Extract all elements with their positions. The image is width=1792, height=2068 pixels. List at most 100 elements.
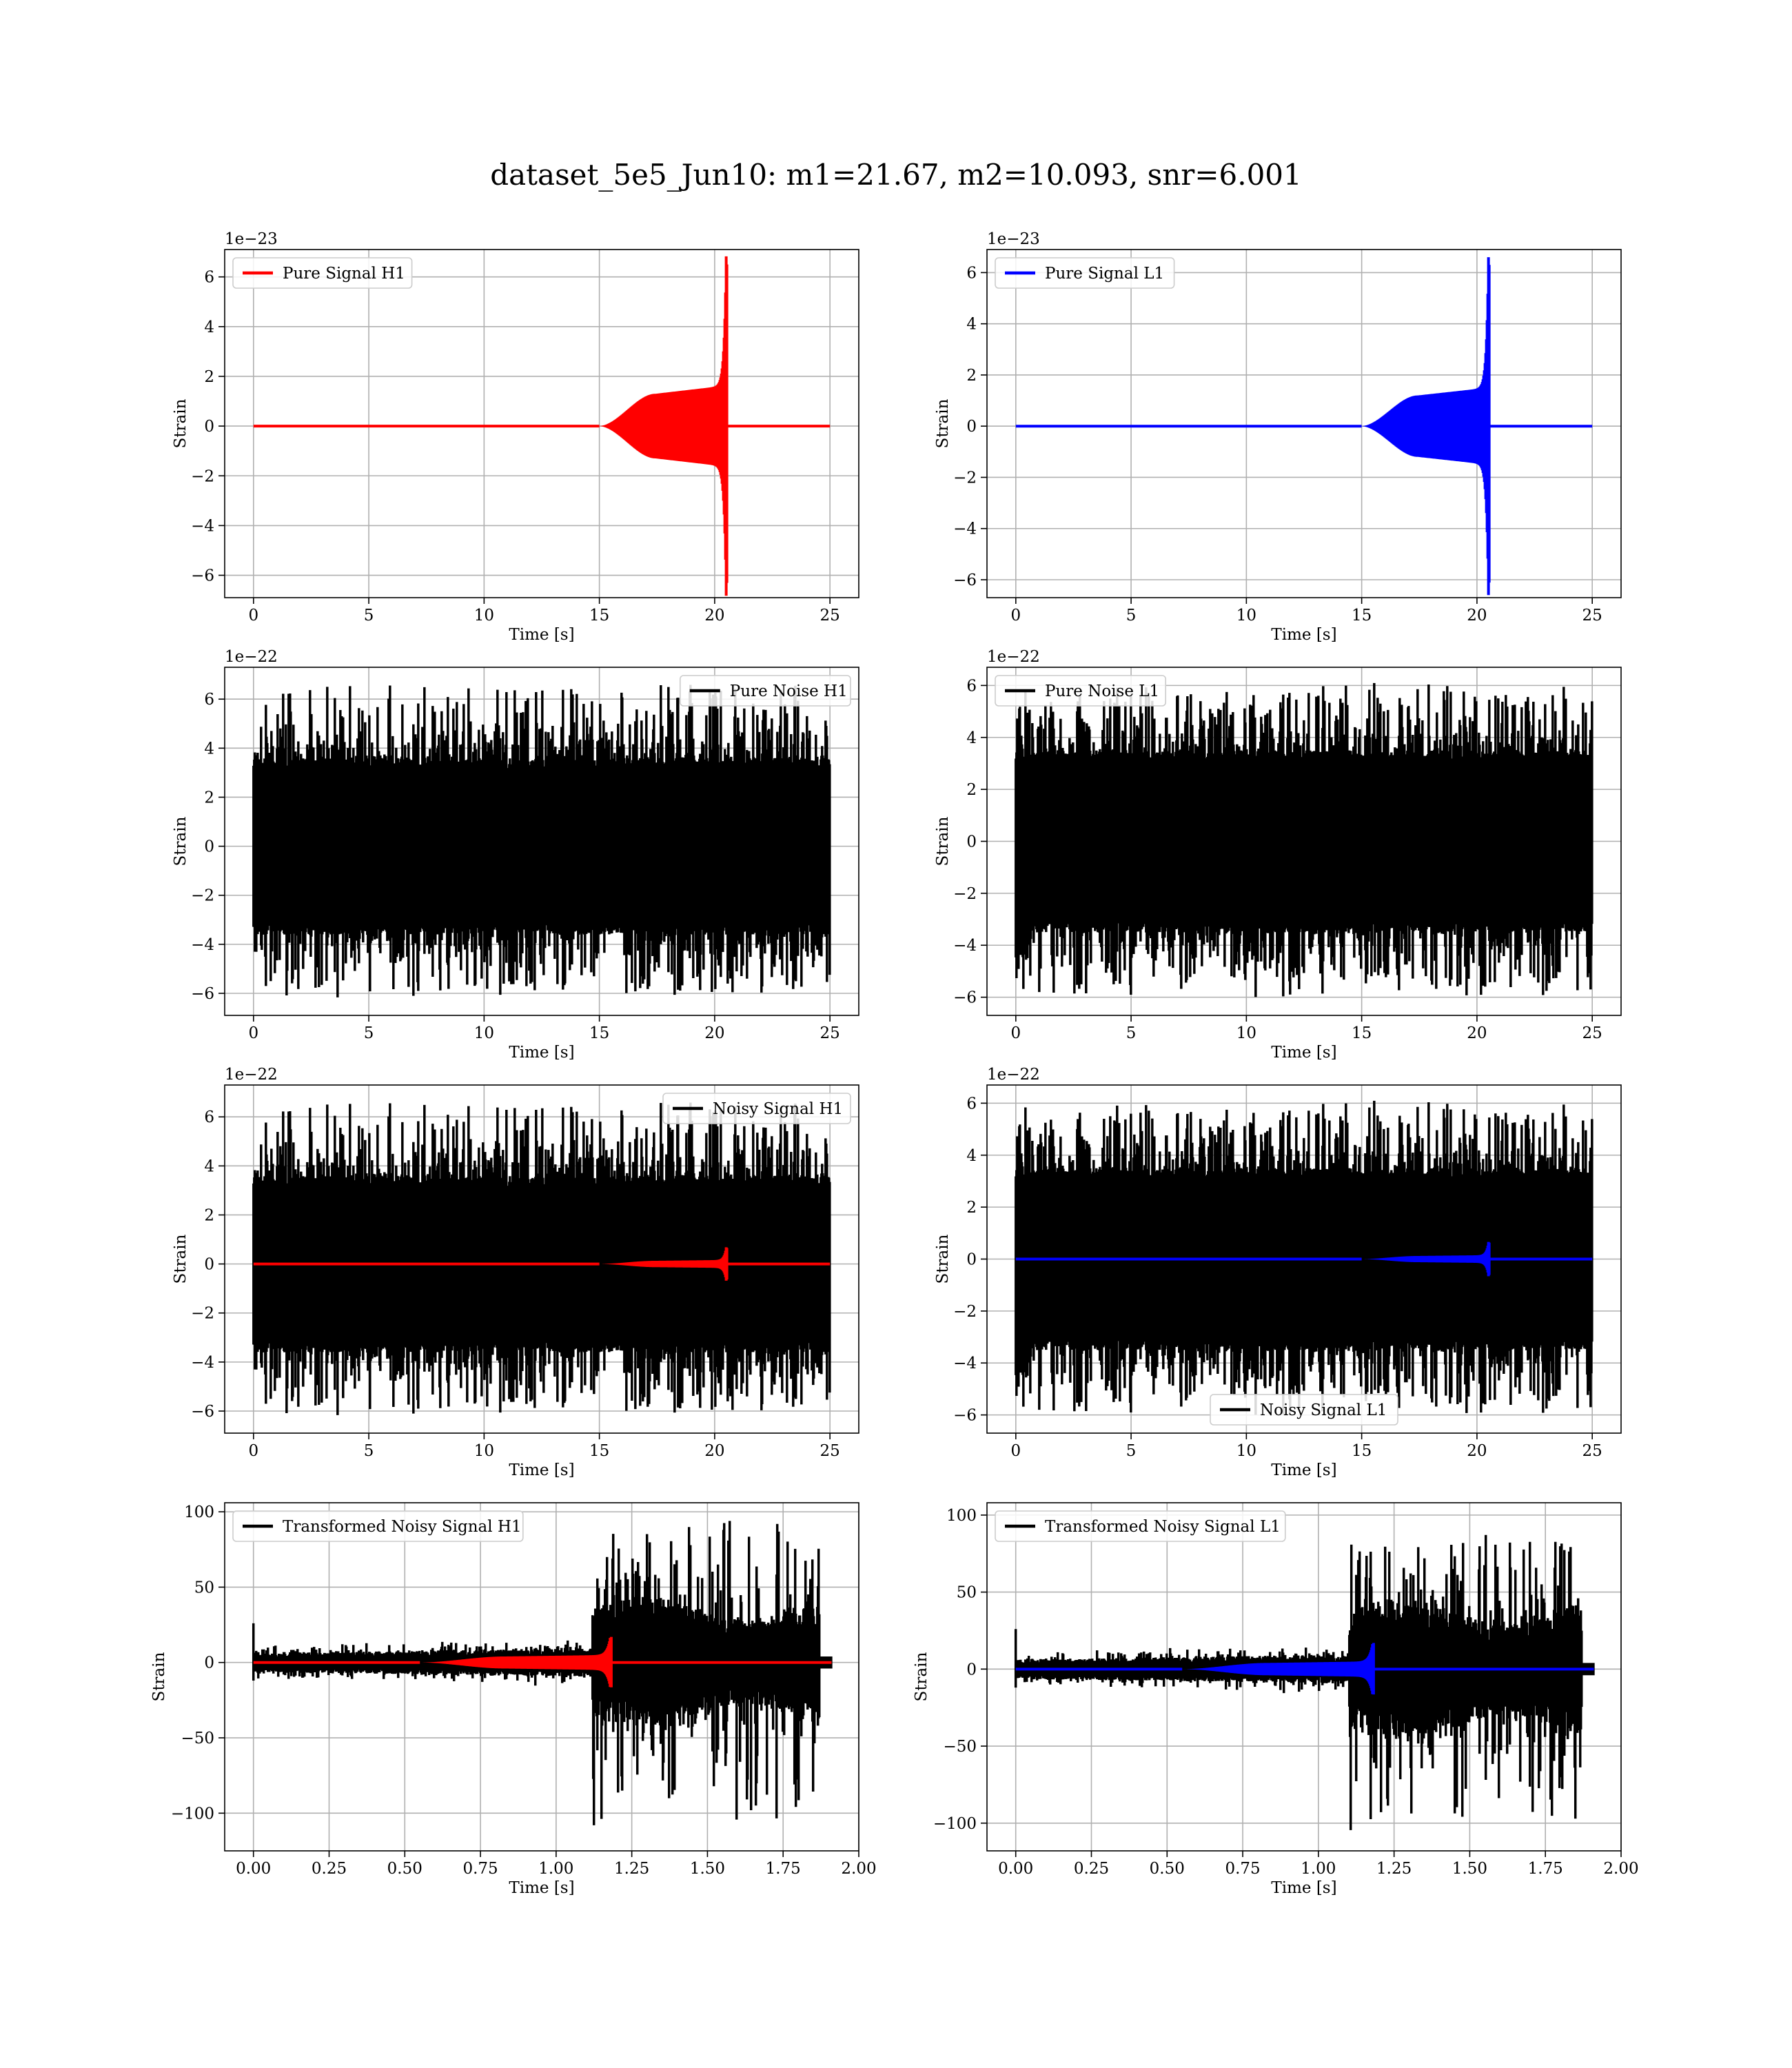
series-pure-noise-h1 bbox=[252, 685, 831, 997]
x-tick-label: 1.75 bbox=[766, 1860, 801, 1878]
x-tick-label: 1.50 bbox=[690, 1860, 725, 1878]
y-tick-label: 4 bbox=[966, 1147, 977, 1165]
x-tick-label: 5 bbox=[364, 607, 374, 625]
x-tick-label: 0.75 bbox=[1225, 1860, 1260, 1878]
y-tick-label: 2 bbox=[204, 1206, 214, 1224]
y-axis-label: Strain bbox=[172, 398, 190, 448]
legend-box bbox=[1210, 1394, 1398, 1426]
x-tick-label: 10 bbox=[1236, 607, 1256, 625]
plot-area bbox=[252, 1521, 833, 1825]
x-tick-label: 10 bbox=[1236, 1024, 1256, 1042]
axes-frame bbox=[224, 667, 859, 1016]
x-tick-label: 25 bbox=[1582, 1442, 1602, 1460]
y-tick-label: 6 bbox=[204, 269, 214, 287]
x-axis-label: Time [s] bbox=[509, 626, 574, 644]
x-tick-label: 0.25 bbox=[1074, 1860, 1109, 1878]
legend-box bbox=[662, 1093, 851, 1124]
legend-box bbox=[232, 1510, 524, 1542]
y-tick-label: −6 bbox=[191, 985, 214, 1003]
x-axis-label: Time [s] bbox=[1271, 1461, 1336, 1479]
plot-area bbox=[252, 1102, 831, 1415]
y-tick-label: −6 bbox=[953, 1407, 977, 1425]
x-tick-label: 15 bbox=[589, 1442, 609, 1460]
offset-text: 1e−22 bbox=[987, 648, 1040, 666]
x-tick-label: 0 bbox=[248, 1442, 258, 1460]
y-tick-label: −4 bbox=[953, 1355, 977, 1372]
x-tick-label: 25 bbox=[1582, 607, 1602, 625]
y-tick-label: −4 bbox=[953, 937, 977, 955]
legend-label: Pure Signal L1 bbox=[1045, 265, 1164, 283]
x-tick-label: 20 bbox=[1467, 1024, 1487, 1042]
y-tick-label: −50 bbox=[943, 1738, 977, 1756]
legend: Noisy Signal L1 bbox=[1210, 1394, 1398, 1426]
series-pure-signal-h1 bbox=[253, 256, 831, 596]
y-tick-label: 0 bbox=[204, 418, 214, 436]
x-tick-label: 0.50 bbox=[387, 1860, 422, 1878]
y-tick-label: −2 bbox=[191, 467, 214, 485]
y-tick-label: 6 bbox=[204, 1108, 214, 1126]
x-tick-label: 0 bbox=[248, 607, 258, 625]
x-tick-label: 1.75 bbox=[1528, 1860, 1563, 1878]
x-tick-label: 10 bbox=[474, 607, 494, 625]
y-tick-label: 50 bbox=[957, 1584, 977, 1602]
y-tick-label: −6 bbox=[191, 567, 214, 585]
x-tick-label: 5 bbox=[1126, 1024, 1137, 1042]
series-pure-signal-l1 bbox=[1015, 257, 1593, 596]
x-tick-label: 20 bbox=[704, 1442, 724, 1460]
offset-text: 1e−22 bbox=[225, 648, 278, 666]
offset-text: 1e−23 bbox=[225, 230, 278, 248]
x-tick-label: 10 bbox=[474, 1442, 494, 1460]
series-transformed-noisy-signal-h1 bbox=[252, 1521, 833, 1825]
x-tick-label: 1.25 bbox=[614, 1860, 649, 1878]
x-tick-label: 1.00 bbox=[1301, 1860, 1336, 1878]
x-tick-label: 5 bbox=[1126, 1442, 1137, 1460]
x-axis-label: Time [s] bbox=[509, 1879, 574, 1897]
x-tick-label: 5 bbox=[364, 1442, 374, 1460]
axes-frame bbox=[224, 1084, 859, 1434]
y-tick-label: −4 bbox=[191, 517, 214, 535]
x-tick-label: 5 bbox=[364, 1024, 374, 1042]
x-tick-label: 0.75 bbox=[462, 1860, 498, 1878]
x-tick-label: 15 bbox=[589, 607, 609, 625]
y-tick-label: 6 bbox=[204, 691, 214, 709]
figure-title: dataset_5e5_Jun10: m1=21.67, m2=10.093, … bbox=[490, 158, 1302, 192]
x-tick-label: 25 bbox=[820, 1442, 840, 1460]
y-tick-label: −4 bbox=[953, 520, 977, 538]
panel-transformed-noisy-signal-l1: 0.00 0.25 0.50 0.75 1.00 1.25 1.50 1.75 2.00 −100… bbox=[913, 1502, 1639, 1897]
legend: Pure Signal H1 bbox=[232, 257, 413, 289]
offset-text: 1e−22 bbox=[987, 1066, 1040, 1084]
x-tick-label: 25 bbox=[820, 1024, 840, 1042]
legend-label: Pure Signal H1 bbox=[283, 265, 405, 283]
x-tick-label: 0.00 bbox=[236, 1860, 271, 1878]
legend-label: Pure Noise L1 bbox=[1045, 682, 1159, 700]
y-tick-label: 6 bbox=[966, 1095, 977, 1113]
series-injected-signal bbox=[1015, 1643, 1594, 1695]
panel-transformed-noisy-signal-h1: 0.00 0.25 0.50 0.75 1.00 1.25 1.50 1.75 2.00 −100… bbox=[150, 1502, 877, 1897]
y-tick-label: 100 bbox=[184, 1503, 214, 1521]
series-transformed-noisy-signal-l1 bbox=[1014, 1534, 1595, 1830]
axes-frame bbox=[986, 249, 1622, 598]
x-tick-label: 15 bbox=[1352, 607, 1372, 625]
series-noisy-signal-h1 bbox=[252, 1102, 831, 1415]
series-injected-signal bbox=[253, 1636, 832, 1687]
y-tick-label: 4 bbox=[966, 729, 977, 747]
x-axis-label: Time [s] bbox=[1271, 626, 1336, 644]
y-axis-label: Strain bbox=[172, 1234, 190, 1284]
x-tick-label: 2.00 bbox=[841, 1860, 876, 1878]
panel-pure-noise-l1: 0 5 10 15 20 25 −6 −4 −2 0 2 4 6 Time [s] Strain 1e−22 P… bbox=[934, 648, 1622, 1062]
legend-label: Noisy Signal L1 bbox=[1260, 1401, 1387, 1419]
x-tick-label: 2.00 bbox=[1603, 1860, 1638, 1878]
y-tick-label: −6 bbox=[191, 1403, 214, 1421]
y-tick-label: −2 bbox=[953, 885, 977, 903]
y-tick-label: 2 bbox=[966, 367, 977, 385]
panel-pure-signal-l1: 0 5 10 15 20 25 −6 −4 −2 0 2 4 6 Time [s] Strain 1e−23 P… bbox=[934, 230, 1622, 644]
x-tick-label: 0 bbox=[1010, 1024, 1021, 1042]
y-tick-label: 2 bbox=[204, 789, 214, 807]
x-axis-label: Time [s] bbox=[1271, 1879, 1336, 1897]
legend-box bbox=[995, 675, 1166, 707]
y-tick-label: 0 bbox=[204, 1654, 214, 1672]
y-tick-label: −4 bbox=[191, 936, 214, 954]
legend: Pure Noise H1 bbox=[679, 675, 851, 707]
legend-box bbox=[679, 675, 851, 707]
legend-label: Transformed Noisy Signal L1 bbox=[1045, 1518, 1281, 1536]
